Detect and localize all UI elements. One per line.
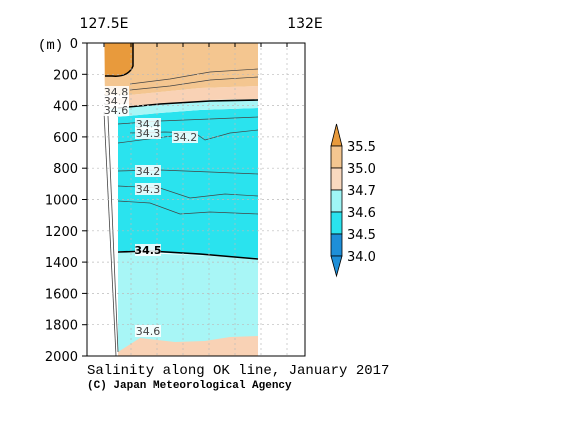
contour-label-bg [135,165,161,177]
contour-label: 34.2 [136,165,161,178]
chart-title: Salinity along OK line, January 2017 [87,363,389,379]
contour-label-bg [135,127,161,139]
contour-label: 34.3 [136,127,161,140]
y-tick-label: 200 [53,68,78,83]
contour-label: 34.2 [173,131,198,144]
y-tick-label: 1800 [45,319,78,334]
band-bottom-34-6 [118,336,258,356]
contour-label-bg [135,325,161,337]
contour-label: 34.6 [136,325,161,338]
y-tick-label: 600 [53,131,78,146]
y-tick-label: 800 [53,162,78,177]
band-orange-35-0 [105,43,133,77]
band-cyan-34-0 [118,108,258,258]
color-legend: 35.5 35.0 34.7 34.6 34.5 34.0 [330,123,376,278]
legend-swatch [330,123,343,147]
legend-label: 35.0 [347,162,376,177]
contour-label-bg [135,244,161,256]
y-axis: 0 200 400 600 800 1000 1200 1400 1600 1800 2000 [45,37,87,365]
x-tick-label: 132E [287,16,323,32]
band-orange-light-34-7 [104,43,258,97]
y-tick-label: 1000 [45,194,78,209]
legend-swatch [330,145,343,169]
legend-label: 34.6 [347,206,376,221]
y-unit-label: (m) [38,38,63,54]
y-tick-label: 1600 [45,287,78,302]
x-axis: 127.5E 132E [80,16,323,47]
slope-line [103,111,117,357]
y-tick-label: 1400 [45,256,78,271]
slope-line-2 [107,115,119,353]
contour-label-bg [135,183,161,195]
y-tick-label: 0 [70,37,78,52]
y-tick-label: 400 [53,100,78,115]
bold-contours [105,43,259,260]
x-tick-label: 127.5E [80,16,129,32]
legend-label: 35.5 [347,140,376,155]
legend-swatch [330,255,343,278]
contour-label-bg [172,131,198,143]
contour-label: 34.3 [136,183,161,196]
legend-label: 34.5 [347,228,376,243]
legend-swatch [330,167,343,191]
legend-swatch [330,189,343,213]
legend-label: 34.7 [347,184,376,199]
contour-label: 34.5 [134,244,161,257]
legend-swatch [330,233,343,257]
legend-swatch [330,211,343,235]
y-tick-label: 2000 [45,350,78,365]
legend-label: 34.0 [347,250,376,265]
y-tick-label: 1200 [45,225,78,240]
contour-label-bg [103,104,129,116]
contour-labels: 34.834.734.634.434.3 34.234.234.334.534.6 [103,86,198,338]
contour-label: 34.6 [104,104,129,117]
credit-line: (C) Japan Meteorological Agency [87,380,292,392]
band-peach-34-6 [105,86,258,108]
